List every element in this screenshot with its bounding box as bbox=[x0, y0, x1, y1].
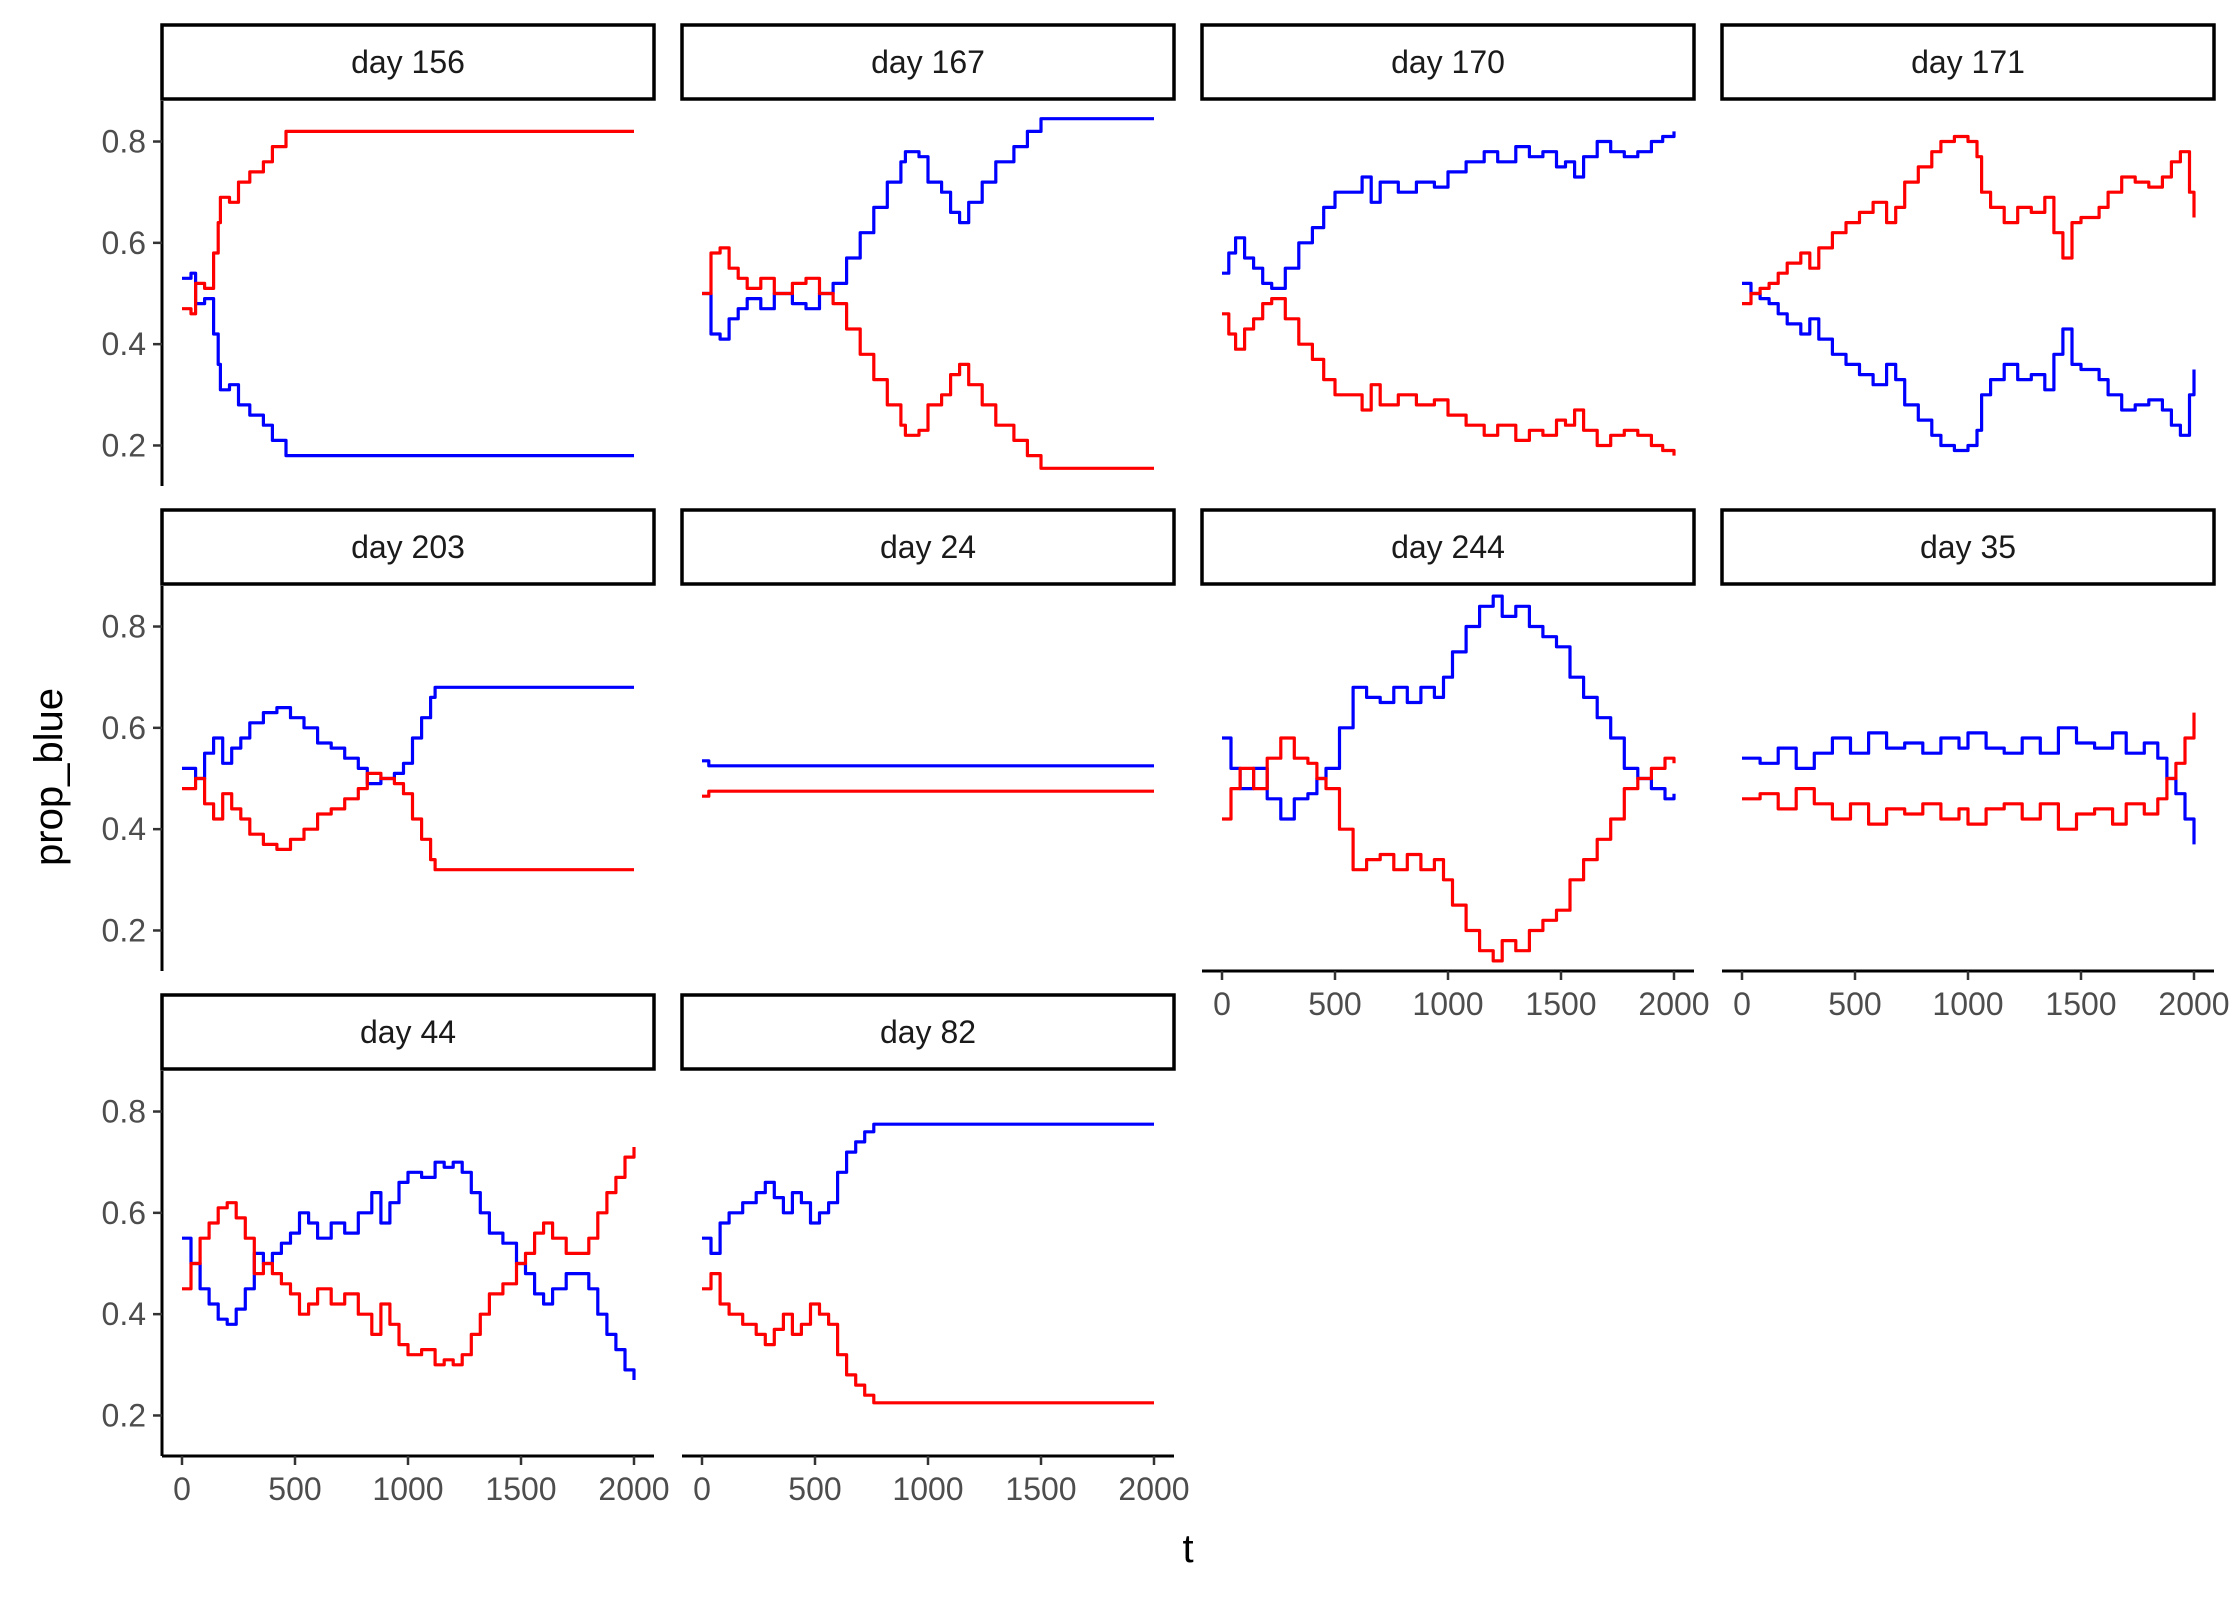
facet-strip bbox=[160, 508, 656, 586]
facet-strip bbox=[680, 508, 1176, 586]
blue-series-line bbox=[182, 1160, 636, 1380]
facet-panel: day 156 0.2 0.4 0.6 0.8 bbox=[102, 23, 656, 486]
red-series-line bbox=[702, 246, 1154, 470]
facet-strip bbox=[160, 993, 656, 1071]
facet-panel: day 82 0 500 1000 1500 2000 bbox=[680, 993, 1190, 1507]
facet-strip-label: day 44 bbox=[360, 1014, 456, 1050]
x-axis-title: t bbox=[1182, 1527, 1193, 1571]
facet-strip bbox=[1200, 508, 1696, 586]
blue-series-line bbox=[1742, 281, 2196, 453]
x-tick-label: 0 bbox=[1733, 986, 1751, 1022]
facet-strip-label: day 24 bbox=[880, 529, 976, 565]
x-tick-label: 2000 bbox=[1118, 1471, 1189, 1507]
x-tick-label: 1500 bbox=[2045, 986, 2116, 1022]
panels-layer: day 156 0.2 0.4 0.6 0.8 day 167 day 170 day 171… bbox=[102, 23, 2230, 1507]
facet-strip-label: day 171 bbox=[1911, 44, 2025, 80]
y-tick-label: 0.6 bbox=[102, 225, 146, 261]
blue-series-line bbox=[702, 117, 1154, 341]
blue-series-line bbox=[1742, 726, 2196, 845]
facet-strip bbox=[1720, 508, 2216, 586]
facet-strip-label: day 167 bbox=[871, 44, 985, 80]
x-tick-label: 2000 bbox=[2158, 986, 2229, 1022]
red-series-line bbox=[1222, 736, 1676, 963]
x-tick-label: 500 bbox=[268, 1471, 321, 1507]
x-tick-label: 1500 bbox=[1005, 1471, 1076, 1507]
red-series-line bbox=[1742, 712, 2196, 831]
facet-strip-label: day 156 bbox=[351, 44, 465, 80]
red-series-line bbox=[182, 771, 634, 872]
blue-series-line bbox=[182, 685, 634, 786]
red-series-line bbox=[182, 1147, 636, 1367]
y-tick-label: 0.4 bbox=[102, 1296, 146, 1332]
x-tick-label: 1000 bbox=[892, 1471, 963, 1507]
red-series-line bbox=[702, 1272, 1154, 1405]
x-tick-label: 1000 bbox=[372, 1471, 443, 1507]
blue-series-line bbox=[1222, 594, 1676, 821]
facet-strip bbox=[1720, 23, 2216, 101]
facet-strip-label: day 244 bbox=[1391, 529, 1505, 565]
y-axis-title: prop_blue bbox=[27, 688, 71, 866]
y-tick-label: 0.8 bbox=[102, 124, 146, 160]
red-series-line bbox=[1742, 134, 2196, 306]
x-tick-label: 0 bbox=[1213, 986, 1231, 1022]
facet-strip-label: day 203 bbox=[351, 529, 465, 565]
x-tick-label: 1000 bbox=[1932, 986, 2003, 1022]
facet-panel: day 170 bbox=[1200, 23, 1696, 456]
x-tick-label: 0 bbox=[693, 1471, 711, 1507]
y-tick-label: 0.8 bbox=[102, 1094, 146, 1130]
y-tick-label: 0.2 bbox=[102, 1397, 146, 1433]
y-tick-label: 0.2 bbox=[102, 427, 146, 463]
y-tick-label: 0.4 bbox=[102, 326, 146, 362]
facet-panel: day 203 0.2 0.4 0.6 0.8 bbox=[102, 508, 656, 971]
x-tick-label: 1000 bbox=[1412, 986, 1483, 1022]
facet-panel: day 44 0.2 0.4 0.6 0.8 0 500 1000 1500 2000 bbox=[102, 993, 670, 1507]
y-tick-label: 0.2 bbox=[102, 912, 146, 948]
x-tick-label: 500 bbox=[1828, 986, 1881, 1022]
facet-strip bbox=[160, 23, 656, 101]
x-tick-label: 500 bbox=[788, 1471, 841, 1507]
red-series-line bbox=[702, 789, 1154, 798]
x-tick-label: 2000 bbox=[1638, 986, 1709, 1022]
y-tick-label: 0.6 bbox=[102, 710, 146, 746]
x-tick-label: 2000 bbox=[598, 1471, 669, 1507]
y-tick-label: 0.8 bbox=[102, 609, 146, 645]
facet-strip-label: day 82 bbox=[880, 1014, 976, 1050]
x-tick-label: 500 bbox=[1308, 986, 1361, 1022]
blue-series-line bbox=[702, 759, 1154, 768]
y-tick-label: 0.6 bbox=[102, 1195, 146, 1231]
facet-panel: day 167 bbox=[680, 23, 1176, 470]
facet-strip-label: day 35 bbox=[1920, 529, 2016, 565]
x-tick-label: 1500 bbox=[1525, 986, 1596, 1022]
blue-series-line bbox=[182, 271, 634, 458]
facet-strip bbox=[680, 993, 1176, 1071]
facet-strip bbox=[1200, 23, 1696, 101]
x-tick-label: 1500 bbox=[485, 1471, 556, 1507]
facet-panel: day 244 0 500 1000 1500 2000 bbox=[1200, 508, 1710, 1022]
red-series-line bbox=[1222, 297, 1676, 456]
facet-panel: day 35 0 500 1000 1500 2000 bbox=[1720, 508, 2230, 1022]
blue-series-line bbox=[702, 1122, 1154, 1255]
facet-panel: day 171 bbox=[1720, 23, 2216, 453]
red-series-line bbox=[182, 129, 634, 316]
x-tick-label: 0 bbox=[173, 1471, 191, 1507]
facet-strip bbox=[680, 23, 1176, 101]
y-tick-label: 0.4 bbox=[102, 811, 146, 847]
facet-strip-label: day 170 bbox=[1391, 44, 1505, 80]
blue-series-line bbox=[1222, 131, 1676, 290]
facet-panel: day 24 bbox=[680, 508, 1176, 798]
